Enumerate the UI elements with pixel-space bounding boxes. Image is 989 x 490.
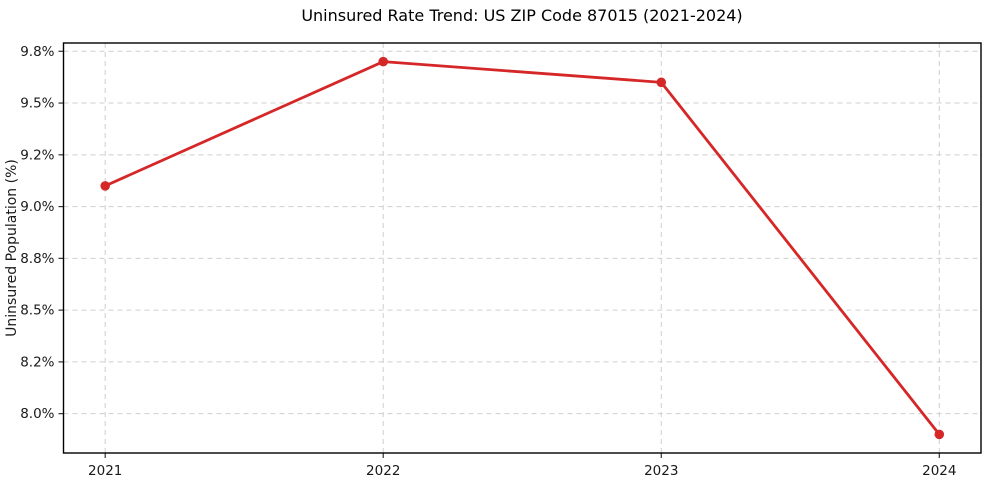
y-tick-label: 8.0% [20,406,54,422]
axes-border [62,42,982,454]
data-point-2024 [934,429,945,440]
y-tick-label: 9.8% [20,44,54,60]
y-tick-label: 9.2% [20,147,54,163]
chart-title: Uninsured Rate Trend: US ZIP Code 87015 … [301,6,743,25]
y-tick-label: 8.5% [20,303,54,319]
x-tick-label: 2023 [644,463,678,479]
data-point-2023 [656,77,667,88]
y-tick-label: 8.2% [20,354,54,370]
trend-line [103,60,941,436]
y-tick-label: 9.0% [20,199,54,215]
data-point-2021 [100,181,111,191]
x-tick-label: 2022 [366,463,400,479]
x-tick-label: 2024 [922,463,956,479]
y-tick-label: 9.5% [20,96,54,112]
y-tick-label: 8.8% [20,251,54,267]
data-point-2022 [378,56,389,67]
x-tick-label: 2021 [88,463,122,479]
